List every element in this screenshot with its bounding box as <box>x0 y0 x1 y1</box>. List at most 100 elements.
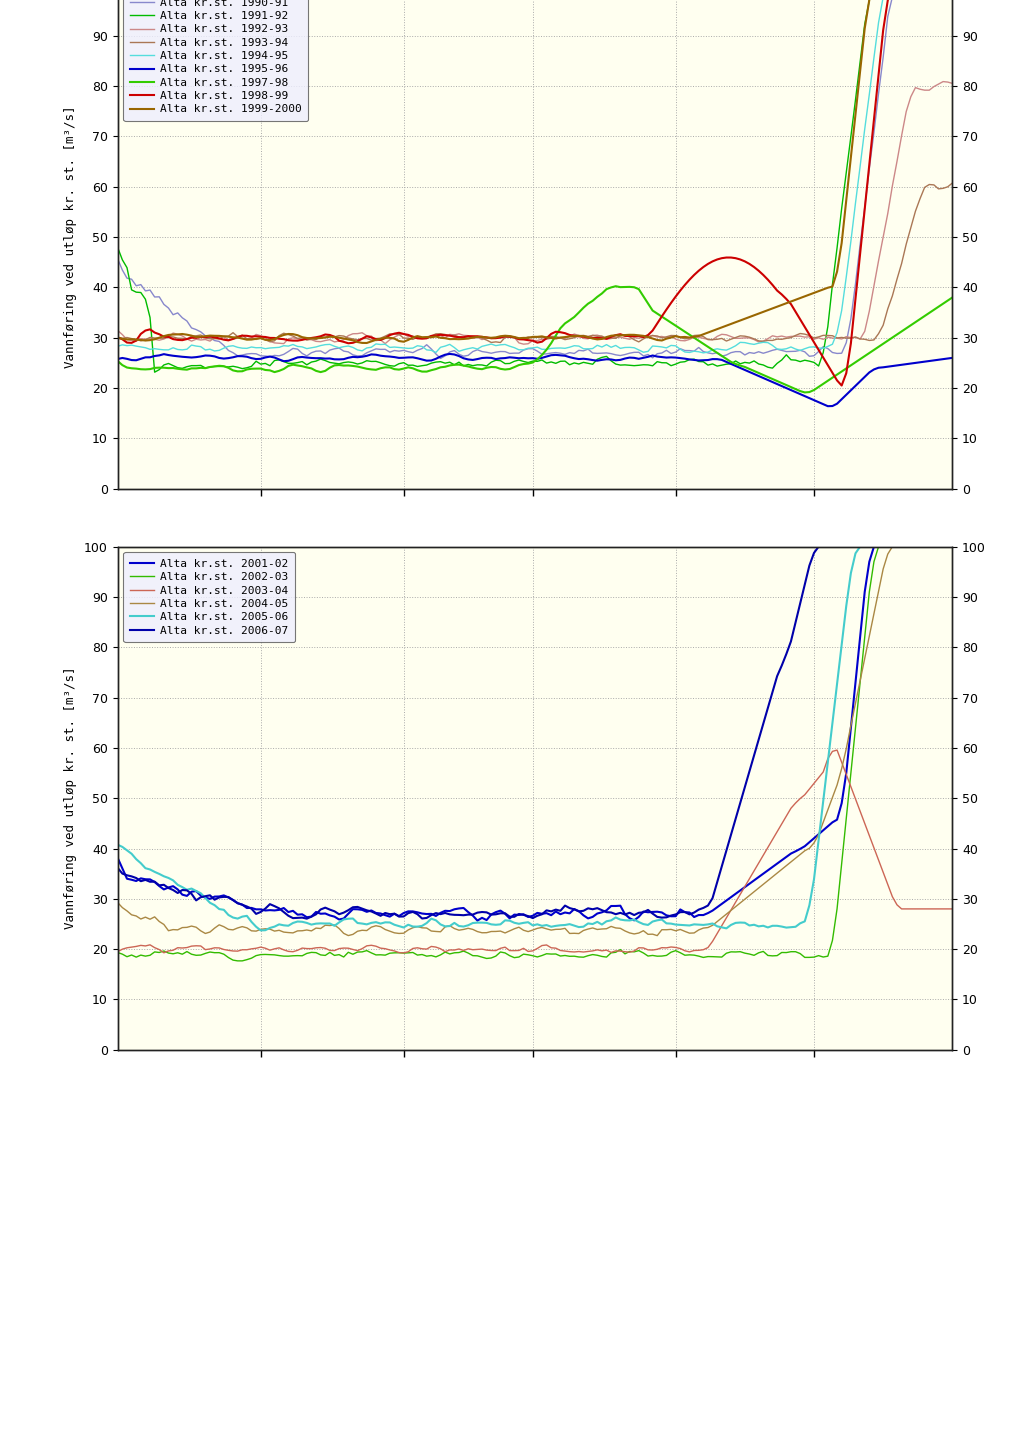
Alta kr.st. 2002-03 <box>112 944 124 961</box>
Line: Alta kr.st. 1992-93: Alta kr.st. 1992-93 <box>118 81 952 345</box>
Line: Alta kr.st. 1995-96: Alta kr.st. 1995-96 <box>118 353 952 407</box>
Alta kr.st. 1992-93 <box>946 75 958 93</box>
Alta kr.st. 2002-03 <box>393 944 406 961</box>
Line: Alta kr.st. 1997-98: Alta kr.st. 1997-98 <box>118 287 952 392</box>
Alta kr.st. 2004-05 <box>651 927 664 944</box>
Alta kr.st. 1998-99 <box>836 376 848 394</box>
Alta kr.st. 2005-06 <box>651 912 664 930</box>
Line: Alta kr.st. 2002-03: Alta kr.st. 2002-03 <box>118 546 952 961</box>
Alta kr.st. 1992-93 <box>531 332 544 349</box>
Alta kr.st. 1992-93 <box>388 329 400 346</box>
Alta kr.st. 1994-95 <box>531 339 544 356</box>
Alta kr.st. 1997-98 <box>651 306 664 323</box>
Alta kr.st. 2001-02 <box>388 905 400 922</box>
Alta kr.st. 1999-2000 <box>453 330 465 348</box>
Alta kr.st. 2006-07 <box>536 905 548 922</box>
Alta kr.st. 1997-98 <box>526 353 539 371</box>
Alta kr.st. 1997-98 <box>449 356 461 374</box>
Alta kr.st. 2001-02 <box>471 912 483 930</box>
Alta kr.st. 1999-2000 <box>531 329 544 346</box>
Alta kr.st. 2006-07 <box>946 537 958 555</box>
Alta kr.st. 1997-98 <box>112 352 124 369</box>
Alta kr.st. 1993-94 <box>449 327 461 345</box>
Alta kr.st. 1995-96 <box>388 349 400 366</box>
Legend: Alta kr.st. 2001-02, Alta kr.st. 2002-03, Alta kr.st. 2003-04, Alta kr.st. 2004-: Alta kr.st. 2001-02, Alta kr.st. 2002-03… <box>123 552 295 641</box>
Line: Alta kr.st. 1991-92: Alta kr.st. 1991-92 <box>118 0 952 372</box>
Alta kr.st. 1995-96 <box>651 348 664 365</box>
Alta kr.st. 2005-06 <box>531 915 544 933</box>
Alta kr.st. 2001-02 <box>112 850 124 867</box>
Alta kr.st. 1993-94 <box>489 333 502 350</box>
Alta kr.st. 1990-91 <box>651 345 664 362</box>
Alta kr.st. 1993-94 <box>946 174 958 191</box>
Alta kr.st. 2002-03 <box>495 943 507 960</box>
Alta kr.st. 2006-07 <box>651 908 664 925</box>
Alta kr.st. 1992-93 <box>651 329 664 346</box>
Alta kr.st. 1992-93 <box>449 326 461 343</box>
Alta kr.st. 1990-91 <box>112 251 124 268</box>
Alta kr.st. 1991-92 <box>393 355 406 372</box>
Alta kr.st. 2004-05 <box>526 921 539 938</box>
Line: Alta kr.st. 2006-07: Alta kr.st. 2006-07 <box>118 546 952 918</box>
Alta kr.st. 1994-95 <box>388 339 400 356</box>
Line: Alta kr.st. 2001-02: Alta kr.st. 2001-02 <box>118 546 952 921</box>
Alta kr.st. 1993-94 <box>536 329 548 346</box>
Alta kr.st. 2004-05 <box>388 924 400 941</box>
Alta kr.st. 2004-05 <box>489 922 502 940</box>
Alta kr.st. 2001-02 <box>531 904 544 921</box>
Alta kr.st. 1990-91 <box>495 343 507 361</box>
Alta kr.st. 1994-95 <box>112 337 124 355</box>
Alta kr.st. 2001-02 <box>536 905 548 922</box>
Alta kr.st. 2004-05 <box>531 919 544 937</box>
Alta kr.st. 1994-95 <box>449 339 461 356</box>
Alta kr.st. 1997-98 <box>609 278 622 295</box>
Alta kr.st. 2002-03 <box>946 537 958 555</box>
Alta kr.st. 1991-92 <box>453 353 465 371</box>
Alta kr.st. 2005-06 <box>453 918 465 935</box>
Alta kr.st. 1999-2000 <box>495 327 507 345</box>
Alta kr.st. 2003-04 <box>388 943 400 960</box>
Alta kr.st. 2004-05 <box>449 919 461 937</box>
Alta kr.st. 1991-92 <box>651 353 664 371</box>
Alta kr.st. 1990-91 <box>388 342 400 359</box>
Alta kr.st. 1992-93 <box>112 321 124 339</box>
Alta kr.st. 1992-93 <box>536 330 548 348</box>
Alta kr.st. 2001-02 <box>449 901 461 918</box>
Alta kr.st. 2005-06 <box>536 917 548 934</box>
Alta kr.st. 1997-98 <box>946 288 958 306</box>
Alta kr.st. 1993-94 <box>531 329 544 346</box>
Alta kr.st. 2003-04 <box>946 901 958 918</box>
Line: Alta kr.st. 1999-2000: Alta kr.st. 1999-2000 <box>118 0 952 343</box>
Line: Alta kr.st. 1990-91: Alta kr.st. 1990-91 <box>118 0 952 359</box>
Alta kr.st. 2003-04 <box>453 940 465 957</box>
Alta kr.st. 1993-94 <box>495 334 507 352</box>
Alta kr.st. 1992-93 <box>489 329 502 346</box>
Alta kr.st. 2002-03 <box>651 947 664 964</box>
Alta kr.st. 1999-2000 <box>393 333 406 350</box>
Alta kr.st. 2002-03 <box>453 944 465 961</box>
Line: Alta kr.st. 1998-99: Alta kr.st. 1998-99 <box>118 0 952 385</box>
Line: Alta kr.st. 2005-06: Alta kr.st. 2005-06 <box>118 546 952 931</box>
Alta kr.st. 2003-04 <box>495 940 507 957</box>
Alta kr.st. 2006-07 <box>112 859 124 876</box>
Alta kr.st. 1997-98 <box>489 359 502 376</box>
Alta kr.st. 1991-92 <box>148 363 161 381</box>
Alta kr.st. 1990-91 <box>434 350 446 368</box>
Alta kr.st. 1991-92 <box>112 239 124 256</box>
Alta kr.st. 2005-06 <box>495 915 507 933</box>
Alta kr.st. 1999-2000 <box>536 327 548 345</box>
Alta kr.st. 1997-98 <box>388 361 400 378</box>
Alta kr.st. 1999-2000 <box>112 329 124 346</box>
Line: Alta kr.st. 1994-95: Alta kr.st. 1994-95 <box>118 0 952 353</box>
Alta kr.st. 1993-94 <box>651 327 664 345</box>
Alta kr.st. 1990-91 <box>536 346 548 363</box>
Alta kr.st. 1990-91 <box>531 343 544 361</box>
Alta kr.st. 1995-96 <box>495 349 507 366</box>
Alta kr.st. 1995-96 <box>946 349 958 366</box>
Alta kr.st. 2002-03 <box>531 948 544 966</box>
Alta kr.st. 1998-99 <box>489 330 502 348</box>
Line: Alta kr.st. 2003-04: Alta kr.st. 2003-04 <box>118 750 952 953</box>
Alta kr.st. 2001-02 <box>495 902 507 919</box>
Alta kr.st. 2003-04 <box>531 940 544 957</box>
Alta kr.st. 1992-93 <box>517 336 529 353</box>
